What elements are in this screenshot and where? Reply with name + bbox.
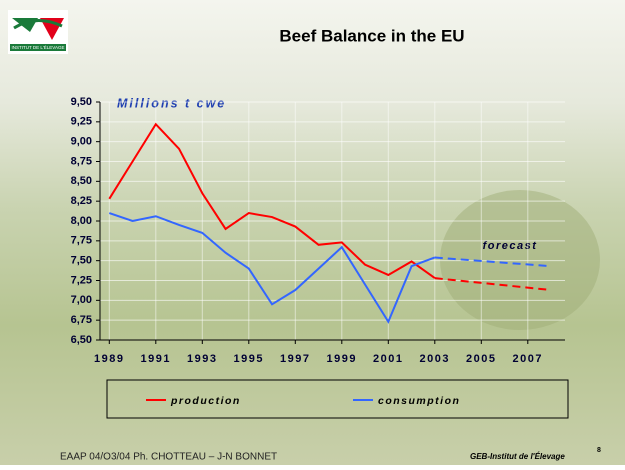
x-tick-label: 1991 <box>141 353 171 365</box>
logo: INSTITUT DE L'ÉLEVAGE <box>8 10 68 54</box>
x-tick-label: 1989 <box>94 353 124 365</box>
x-tick-label: 1997 <box>280 353 310 365</box>
y-tick-label: 7,00 <box>71 294 92 306</box>
x-tick-label: 2003 <box>420 353 450 365</box>
x-tick-label: 2001 <box>373 353 403 365</box>
page-number: 8 <box>597 447 601 454</box>
chart-title: Beef Balance in the EU <box>279 26 464 45</box>
y-tick-label: 7,50 <box>71 255 92 267</box>
annotation: forecast <box>483 240 538 252</box>
y-tick-label: 7,25 <box>71 274 92 286</box>
y-tick-label: 9,50 <box>71 96 92 108</box>
footer-right: GEB-Institut de l'Élevage <box>470 452 565 461</box>
x-tick-label: 2005 <box>466 353 496 365</box>
x-tick-label: 2007 <box>513 353 543 365</box>
x-tick-label: 1995 <box>234 353 264 365</box>
y-tick-label: 9,00 <box>71 136 92 148</box>
y-tick-label: 8,00 <box>71 215 92 227</box>
y-tick-label: 8,50 <box>71 175 92 187</box>
y-tick-label: 7,75 <box>71 235 92 247</box>
legend-label: consumption <box>378 395 460 407</box>
y-tick-label: 8,75 <box>71 155 92 167</box>
x-tick-label: 1993 <box>187 353 217 365</box>
y-tick-label: 8,25 <box>71 195 92 207</box>
logo-text: INSTITUT DE L'ÉLEVAGE <box>12 44 65 50</box>
y-tick-label: 6,75 <box>71 314 92 326</box>
slide: INSTITUT DE L'ÉLEVAGE Beef Balance in th… <box>0 0 625 465</box>
footer-left: EAAP 04/O3/04 Ph. CHOTTEAU – J-N BONNET <box>60 452 277 463</box>
legend-label: production <box>170 395 241 407</box>
x-tick-label: 1999 <box>327 353 357 365</box>
y-tick-label: 6,50 <box>71 334 92 346</box>
y-tick-label: 9,25 <box>71 116 92 128</box>
y-axis-label: Millions t cwe <box>117 96 226 110</box>
